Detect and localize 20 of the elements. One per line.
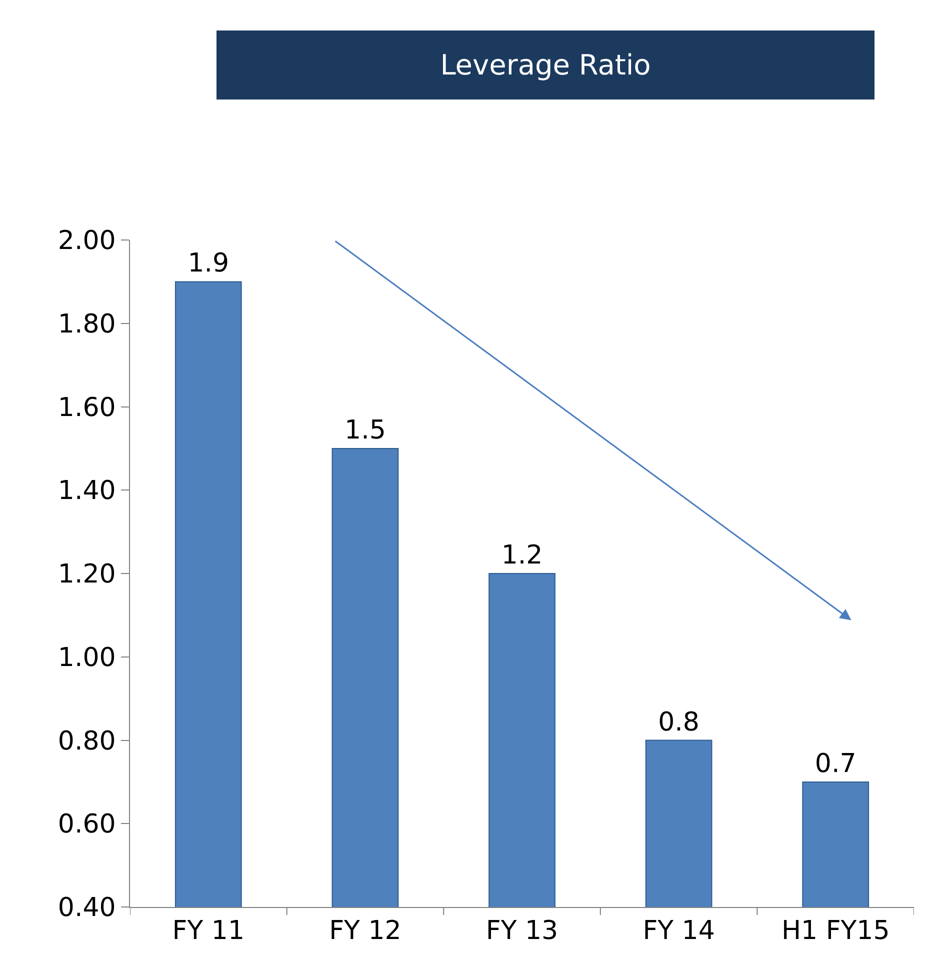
y-tick-label: 0.80 bbox=[58, 726, 116, 756]
data-label: 1.2 bbox=[501, 540, 543, 570]
y-tick-label: 1.80 bbox=[58, 309, 116, 340]
x-tick-label: FY 12 bbox=[329, 916, 402, 946]
data-label: 1.5 bbox=[344, 415, 386, 446]
x-tick-label: FY 11 bbox=[172, 916, 244, 946]
data-label: 0.7 bbox=[814, 748, 856, 779]
y-tick-label: 0.60 bbox=[58, 810, 116, 840]
y-tick-label: 1.20 bbox=[58, 560, 116, 590]
y-tick-label: 1.40 bbox=[58, 476, 116, 506]
x-tick-label: H1 FY15 bbox=[781, 916, 890, 946]
data-label: 0.8 bbox=[658, 707, 700, 738]
y-tick-label: 1.60 bbox=[58, 392, 116, 423]
data-label: 1.9 bbox=[188, 248, 230, 279]
x-tick-label: FY 14 bbox=[642, 916, 715, 946]
y-tick-label: 1.00 bbox=[58, 642, 116, 673]
y-tick-label: 2.00 bbox=[58, 226, 116, 256]
x-tick-label: FY 13 bbox=[486, 916, 558, 946]
y-tick-label: 0.40 bbox=[58, 893, 116, 924]
chart-title: Leverage Ratio bbox=[440, 48, 651, 82]
